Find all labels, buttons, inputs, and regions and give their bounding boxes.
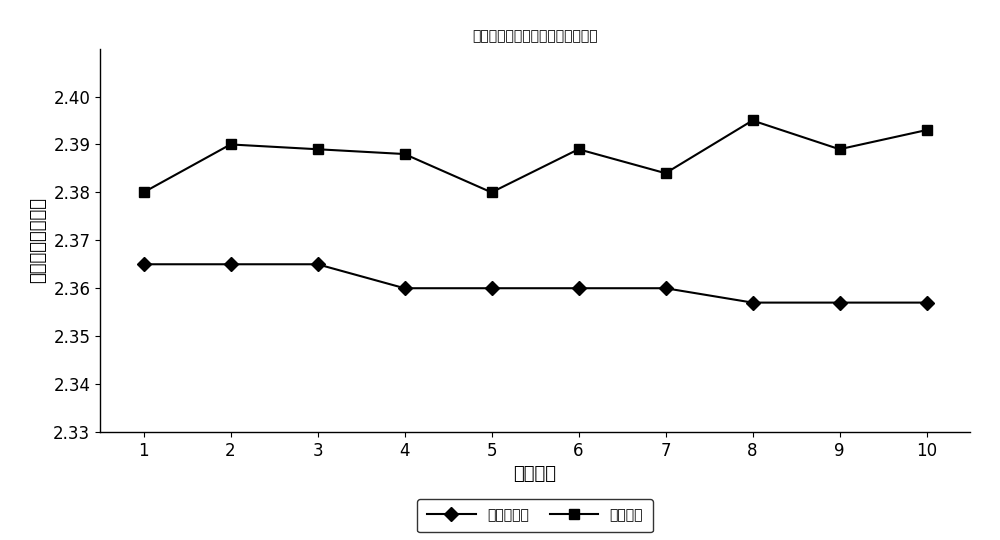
马歇尔密度 [660, 285, 672, 292]
马歇尔密度 [920, 299, 932, 306]
马歇尔密度 [572, 285, 584, 292]
芯样密度 [834, 146, 846, 152]
芯样密度 [398, 151, 411, 157]
马歇尔密度 [834, 299, 846, 306]
Title: 实测芯样密度与室内马歇尔密度图: 实测芯样密度与室内马歇尔密度图 [472, 29, 598, 43]
马歇尔密度 [224, 261, 237, 267]
马歇尔密度 [398, 285, 411, 292]
芯样密度 [572, 146, 584, 152]
芯样密度 [746, 117, 759, 124]
马歇尔密度 [746, 299, 759, 306]
Y-axis label: 马歇尔毛体积密度: 马歇尔毛体积密度 [30, 197, 48, 284]
马歇尔密度 [312, 261, 324, 267]
Line: 马歇尔密度: 马歇尔密度 [139, 259, 931, 307]
芯样密度 [138, 189, 150, 195]
马歇尔密度 [486, 285, 498, 292]
X-axis label: 试验次数: 试验次数 [514, 465, 556, 483]
Legend: 马歇尔密度, 芯样密度: 马歇尔密度, 芯样密度 [417, 499, 653, 532]
芯样密度 [920, 127, 932, 133]
芯样密度 [312, 146, 324, 152]
芯样密度 [660, 170, 672, 177]
Line: 芯样密度: 芯样密度 [139, 116, 931, 197]
马歇尔密度 [138, 261, 150, 267]
芯样密度 [486, 189, 498, 195]
芯样密度 [224, 141, 237, 148]
